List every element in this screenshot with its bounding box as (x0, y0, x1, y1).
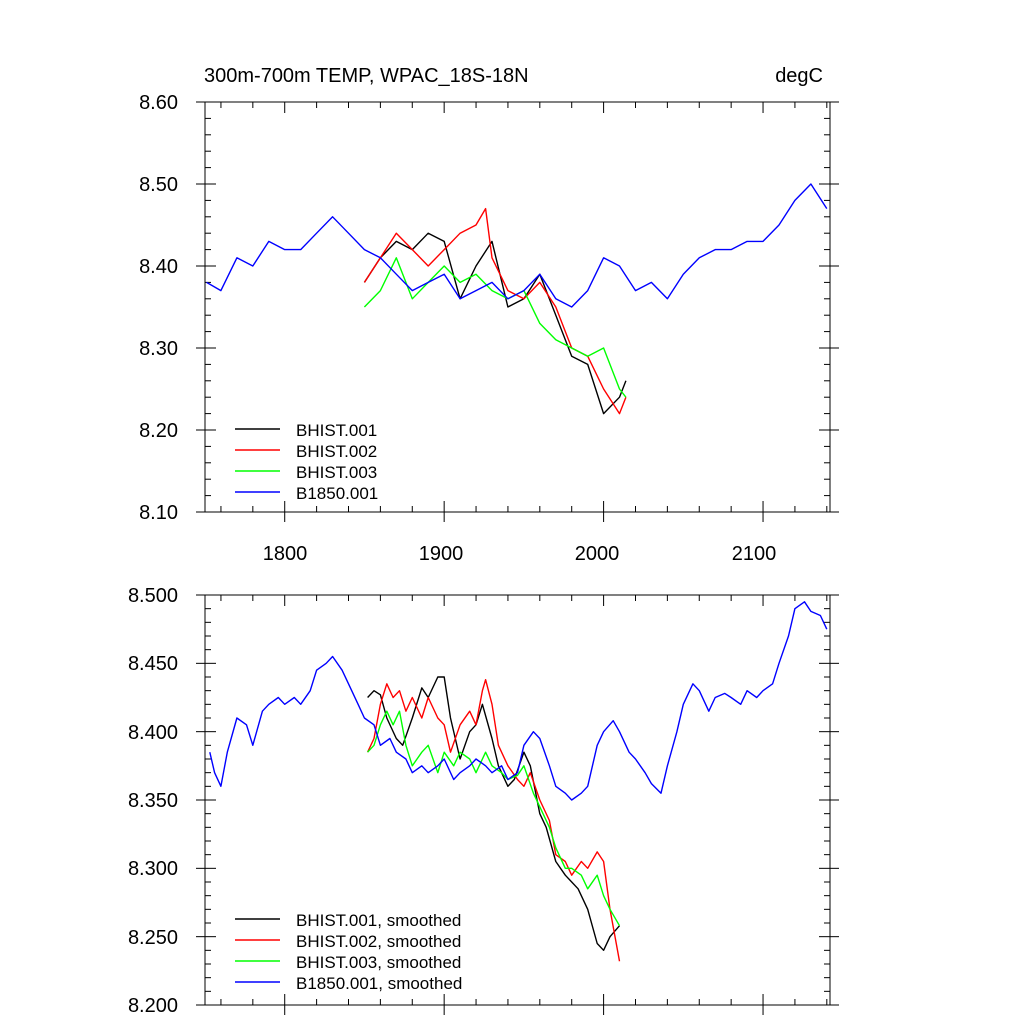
top-series-bhist-003 (363, 257, 627, 398)
bottom-legend-label: BHIST.003, smoothed (296, 953, 461, 972)
top-legend-label: BHIST.003 (296, 463, 377, 482)
bottom-plot-frame (204, 594, 831, 1006)
bottom-series-bhist-001-smoothed (367, 676, 621, 951)
top-legend-label: B1850.001 (296, 484, 378, 503)
bottom-legend-label: BHIST.001, smoothed (296, 911, 461, 930)
top-legend-label: BHIST.001 (296, 421, 377, 440)
bottom-legend-label: BHIST.002, smoothed (296, 932, 461, 951)
top-chart-units: degC (775, 65, 823, 87)
bottom-series-b1850-001-smoothed (209, 601, 828, 801)
bottom-ytick-label: 8.250 (128, 927, 178, 949)
top-ytick-label: 8.50 (139, 174, 178, 196)
bottom-series-lines (209, 601, 828, 962)
bottom-legend: BHIST.001, smoothed BHIST.002, smoothed … (235, 911, 462, 993)
top-xtick-label: 1900 (419, 543, 464, 565)
bottom-axis-ticks (196, 594, 839, 1015)
top-ytick-label: 8.40 (139, 256, 178, 278)
top-chart-title: 300m-700m TEMP, WPAC_18S-18N (204, 65, 529, 87)
bottom-series-bhist-003-smoothed (367, 710, 621, 927)
top-series-b1850-001 (206, 183, 828, 308)
top-legend: BHIST.001 BHIST.002 BHIST.003 B1850.001 (235, 421, 378, 503)
top-xtick-label: 2000 (575, 543, 620, 565)
top-plot-frame (204, 101, 831, 513)
top-axis-ticks (196, 101, 839, 522)
top-xtick-label: 1800 (263, 543, 308, 565)
top-ytick-label: 8.30 (139, 338, 178, 360)
top-panel: 300m-700m TEMP, WPAC_18S-18N degC 8.10 8… (139, 65, 839, 565)
top-series-bhist-001 (363, 232, 627, 415)
bottom-legend-label: B1850.001, smoothed (296, 974, 462, 993)
top-ytick-label: 8.20 (139, 420, 178, 442)
top-xtick-label: 2100 (732, 543, 777, 565)
top-ytick-label: 8.60 (139, 92, 178, 114)
bottom-ytick-label: 8.450 (128, 653, 178, 675)
top-legend-label: BHIST.002 (296, 442, 377, 461)
bottom-ytick-label: 8.300 (128, 858, 178, 880)
top-series-bhist-002 (363, 207, 627, 415)
bottom-ytick-label: 8.200 (128, 995, 178, 1017)
top-ytick-label: 8.10 (139, 502, 178, 524)
bottom-ytick-label: 8.400 (128, 722, 178, 744)
bottom-panel: 8.200 8.250 8.300 8.350 8.400 8.450 8.50… (128, 585, 839, 1017)
bottom-ytick-label: 8.500 (128, 585, 178, 607)
bottom-ytick-label: 8.350 (128, 790, 178, 812)
top-series-lines (206, 183, 828, 415)
